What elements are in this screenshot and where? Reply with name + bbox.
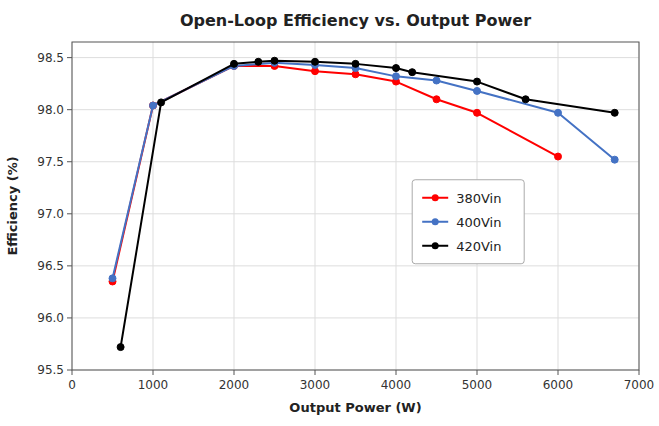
series-marker: [555, 109, 562, 116]
x-grid-line: [396, 42, 397, 370]
plot-area: [72, 42, 639, 370]
legend-marker: [432, 218, 439, 225]
y-tick-label: 97.5: [37, 155, 64, 169]
x-grid-line: [558, 42, 559, 370]
y-tick: [67, 161, 72, 162]
series-marker: [352, 60, 359, 67]
y-grid-line: [72, 265, 639, 266]
x-tick-label: 4000: [381, 378, 412, 392]
series-group: [109, 57, 618, 350]
chart: 0 1000 2000 3000 4000 5000 6000 7000 95.5 96.0 96.…: [0, 0, 659, 426]
y-grid-line: [72, 57, 639, 58]
y-tick-label: 95.5: [37, 363, 64, 377]
series-marker: [433, 77, 440, 84]
y-axis-label: Efficiency (%): [5, 156, 20, 255]
plot-frame: [72, 42, 639, 370]
series-marker: [255, 58, 262, 65]
y-tick: [67, 317, 72, 318]
chart-container: 0 1000 2000 3000 4000 5000 6000 7000 95.5 96.0 96.…: [0, 0, 659, 426]
legend-label: 380Vin: [456, 191, 501, 206]
legend-marker: [432, 194, 439, 201]
series-marker: [474, 87, 481, 94]
x-tick: [639, 370, 640, 375]
series-marker: [409, 69, 416, 76]
x-tick-label: 7000: [624, 378, 655, 392]
x-tick-label: 0: [68, 378, 76, 392]
series-line: [121, 61, 615, 347]
y-tick-label: 98.0: [37, 103, 64, 117]
x-tick: [72, 370, 73, 375]
series-marker: [474, 78, 481, 85]
series-marker: [150, 102, 157, 109]
legend: 380Vin 400Vin 420Vin: [412, 180, 524, 264]
y-tick-label: 98.5: [37, 51, 64, 65]
x-tick: [315, 370, 316, 375]
y-grid-line: [72, 213, 639, 214]
x-tick-label: 5000: [462, 378, 493, 392]
y-tick: [67, 370, 72, 371]
y-grid-line: [72, 109, 639, 110]
series-marker: [522, 96, 529, 103]
series-marker: [555, 153, 562, 160]
x-tick-label: 2000: [219, 378, 250, 392]
x-grid-line: [153, 42, 154, 370]
y-grid-line: [72, 161, 639, 162]
y-tick-label: 96.5: [37, 259, 64, 273]
legend-marker: [432, 242, 439, 249]
series-marker: [312, 58, 319, 65]
y-tick-label: 97.0: [37, 207, 64, 221]
x-tick: [558, 370, 559, 375]
series-marker: [433, 96, 440, 103]
x-tick: [477, 370, 478, 375]
legend-label: 400Vin: [456, 215, 501, 230]
series-line: [113, 66, 559, 282]
series-marker: [150, 102, 157, 109]
y-tick: [67, 57, 72, 58]
series-marker: [393, 73, 400, 80]
series-marker: [611, 156, 618, 163]
y-tick-label: 96.0: [37, 311, 64, 325]
grid: [72, 42, 639, 370]
x-tick: [153, 370, 154, 375]
y-grid-line: [72, 317, 639, 318]
series-marker: [393, 65, 400, 72]
series-marker: [474, 109, 481, 116]
series-marker: [158, 99, 165, 106]
x-grid-line: [315, 42, 316, 370]
x-grid-line: [234, 42, 235, 370]
y-tick: [67, 109, 72, 110]
x-axis-label: Output Power (W): [289, 400, 421, 415]
series-marker: [231, 60, 238, 67]
y-tick: [67, 265, 72, 266]
x-tick-label: 6000: [543, 378, 574, 392]
x-tick-label: 1000: [138, 378, 169, 392]
series-marker: [109, 275, 116, 282]
series-line: [113, 63, 615, 279]
x-tick: [234, 370, 235, 375]
x-tick-label: 3000: [300, 378, 331, 392]
y-tick: [67, 213, 72, 214]
legend-label: 420Vin: [456, 239, 501, 254]
axes: 0 1000 2000 3000 4000 5000 6000 7000 95.5 96.0 96.…: [37, 42, 654, 392]
series-marker: [271, 57, 278, 64]
chart-title: Open-Loop Efficiency vs. Output Power: [180, 11, 531, 30]
series-marker: [117, 344, 124, 351]
series-marker: [611, 109, 618, 116]
legend-box: [412, 180, 524, 264]
x-tick: [396, 370, 397, 375]
